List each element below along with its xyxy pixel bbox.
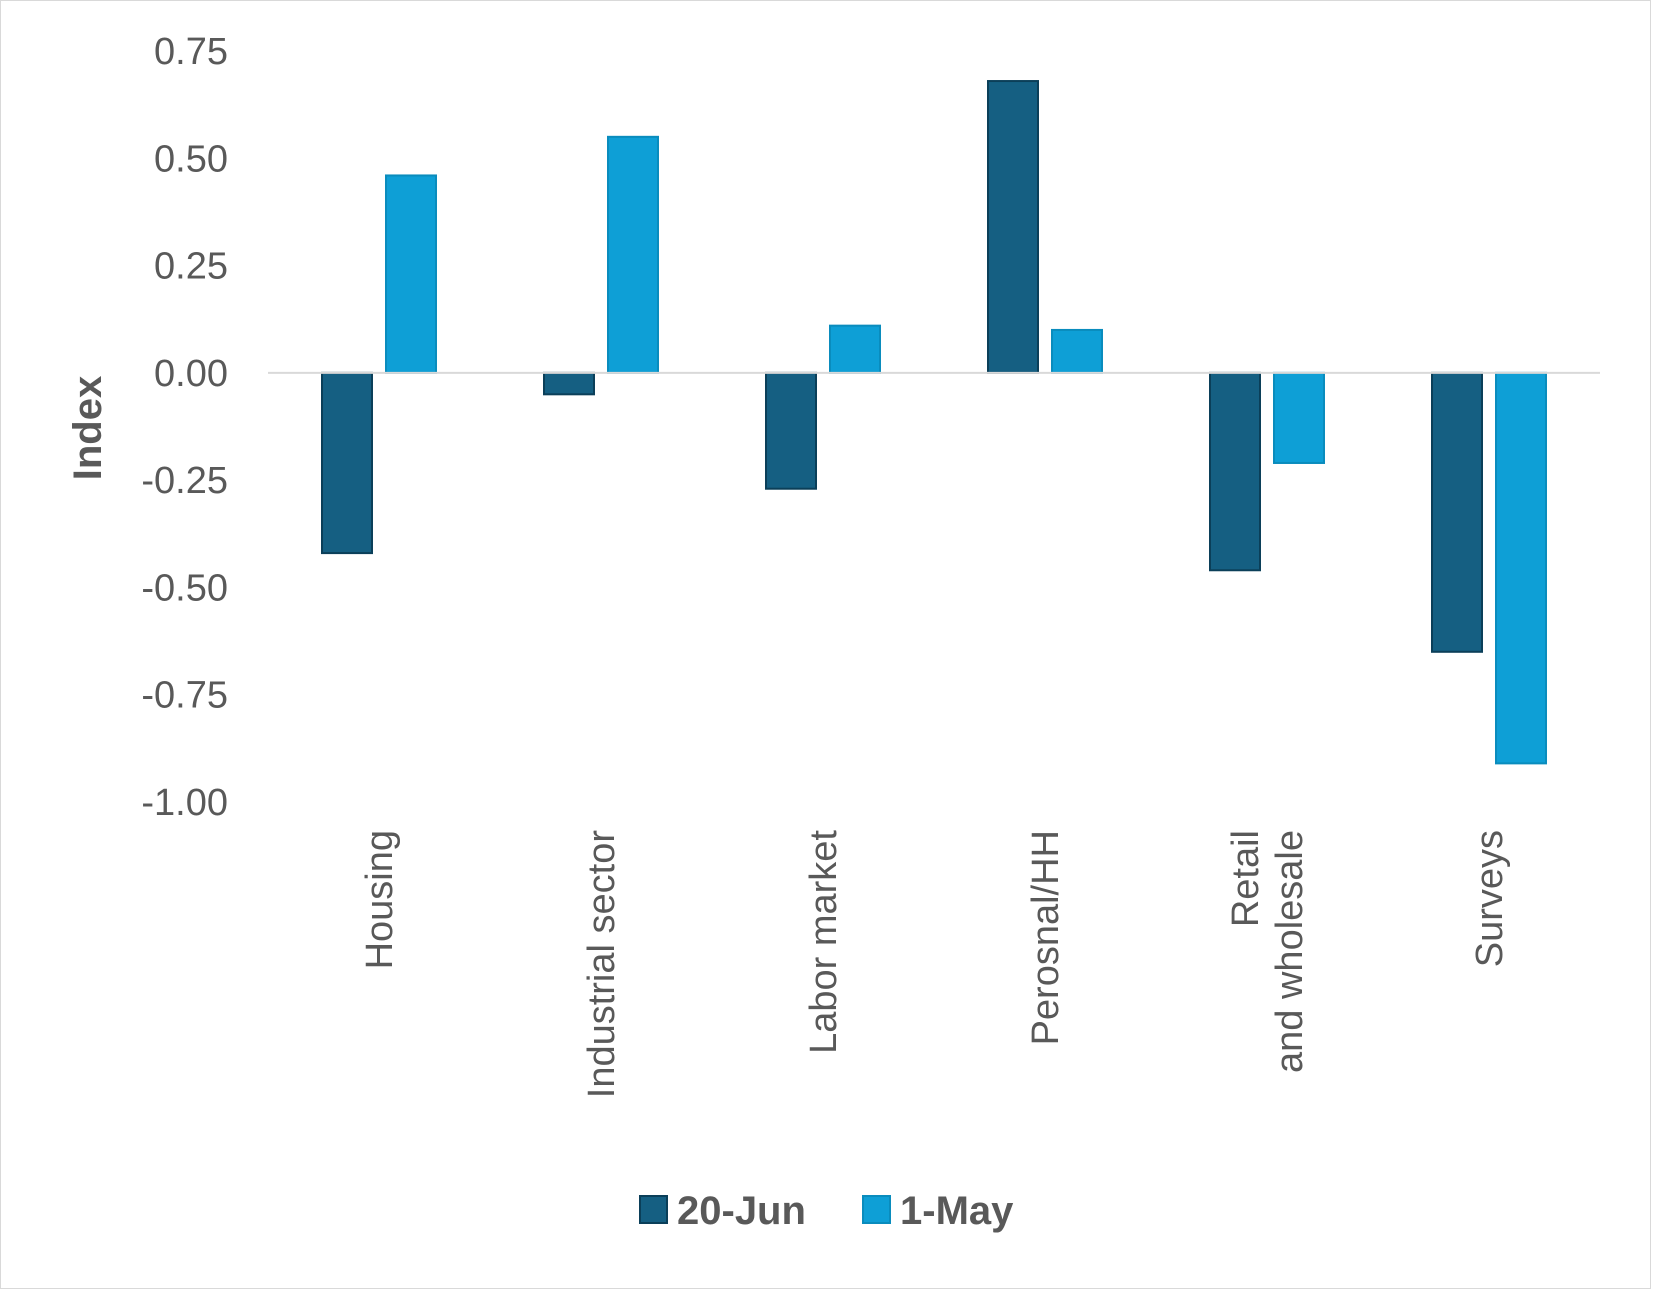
category-label: Surveys [1469, 830, 1511, 967]
category-label: Retailand wholesale [1225, 830, 1311, 1073]
category-label: Housing [359, 830, 401, 969]
y-tick-label: -0.50 [141, 567, 228, 609]
y-axis-ticks: 0.75 0.50 0.25 0.00 -0.25 -0.50 -0.75 -1.00 [141, 31, 228, 824]
y-tick-label: -0.75 [141, 675, 228, 717]
category-label: Perosnal/HH [1025, 830, 1067, 1045]
bar-20-jun-3 [987, 80, 1039, 374]
category-label: Industrial sector [581, 830, 623, 1099]
legend-label: 20-Jun [677, 1189, 806, 1233]
legend-swatch-1-may [862, 1195, 891, 1224]
y-tick-label: 0.50 [154, 138, 228, 180]
y-tick-label: -1.00 [141, 782, 228, 824]
category-labels: Housing Industrial sector Labor market Pero… [359, 830, 1511, 1099]
bar-20-jun-4 [1209, 371, 1261, 572]
y-tick-label: -0.25 [141, 460, 228, 502]
bar-20-jun-2 [765, 371, 817, 490]
bar-20-jun-0 [321, 371, 373, 555]
y-tick-label: 0.75 [154, 31, 228, 73]
y-tick-label: 0.25 [154, 246, 228, 288]
legend-swatch-20-jun [639, 1195, 668, 1224]
legend: 20-Jun 1-May [639, 1189, 1014, 1233]
y-axis-label: Index [66, 376, 110, 480]
bar-1-may-2 [829, 324, 881, 374]
bar-1-may-1 [607, 135, 659, 374]
legend-label: 1-May [900, 1189, 1014, 1233]
bar-1-may-0 [385, 174, 437, 374]
y-tick-label: 0.00 [154, 353, 228, 395]
bar-20-jun-1 [543, 371, 595, 396]
bar-1-may-3 [1051, 328, 1103, 374]
bar-20-jun-5 [1431, 371, 1483, 653]
bars [321, 80, 1547, 765]
bar-1-may-4 [1273, 371, 1325, 464]
category-label: Labor market [803, 830, 845, 1054]
bar-1-may-5 [1495, 371, 1547, 765]
